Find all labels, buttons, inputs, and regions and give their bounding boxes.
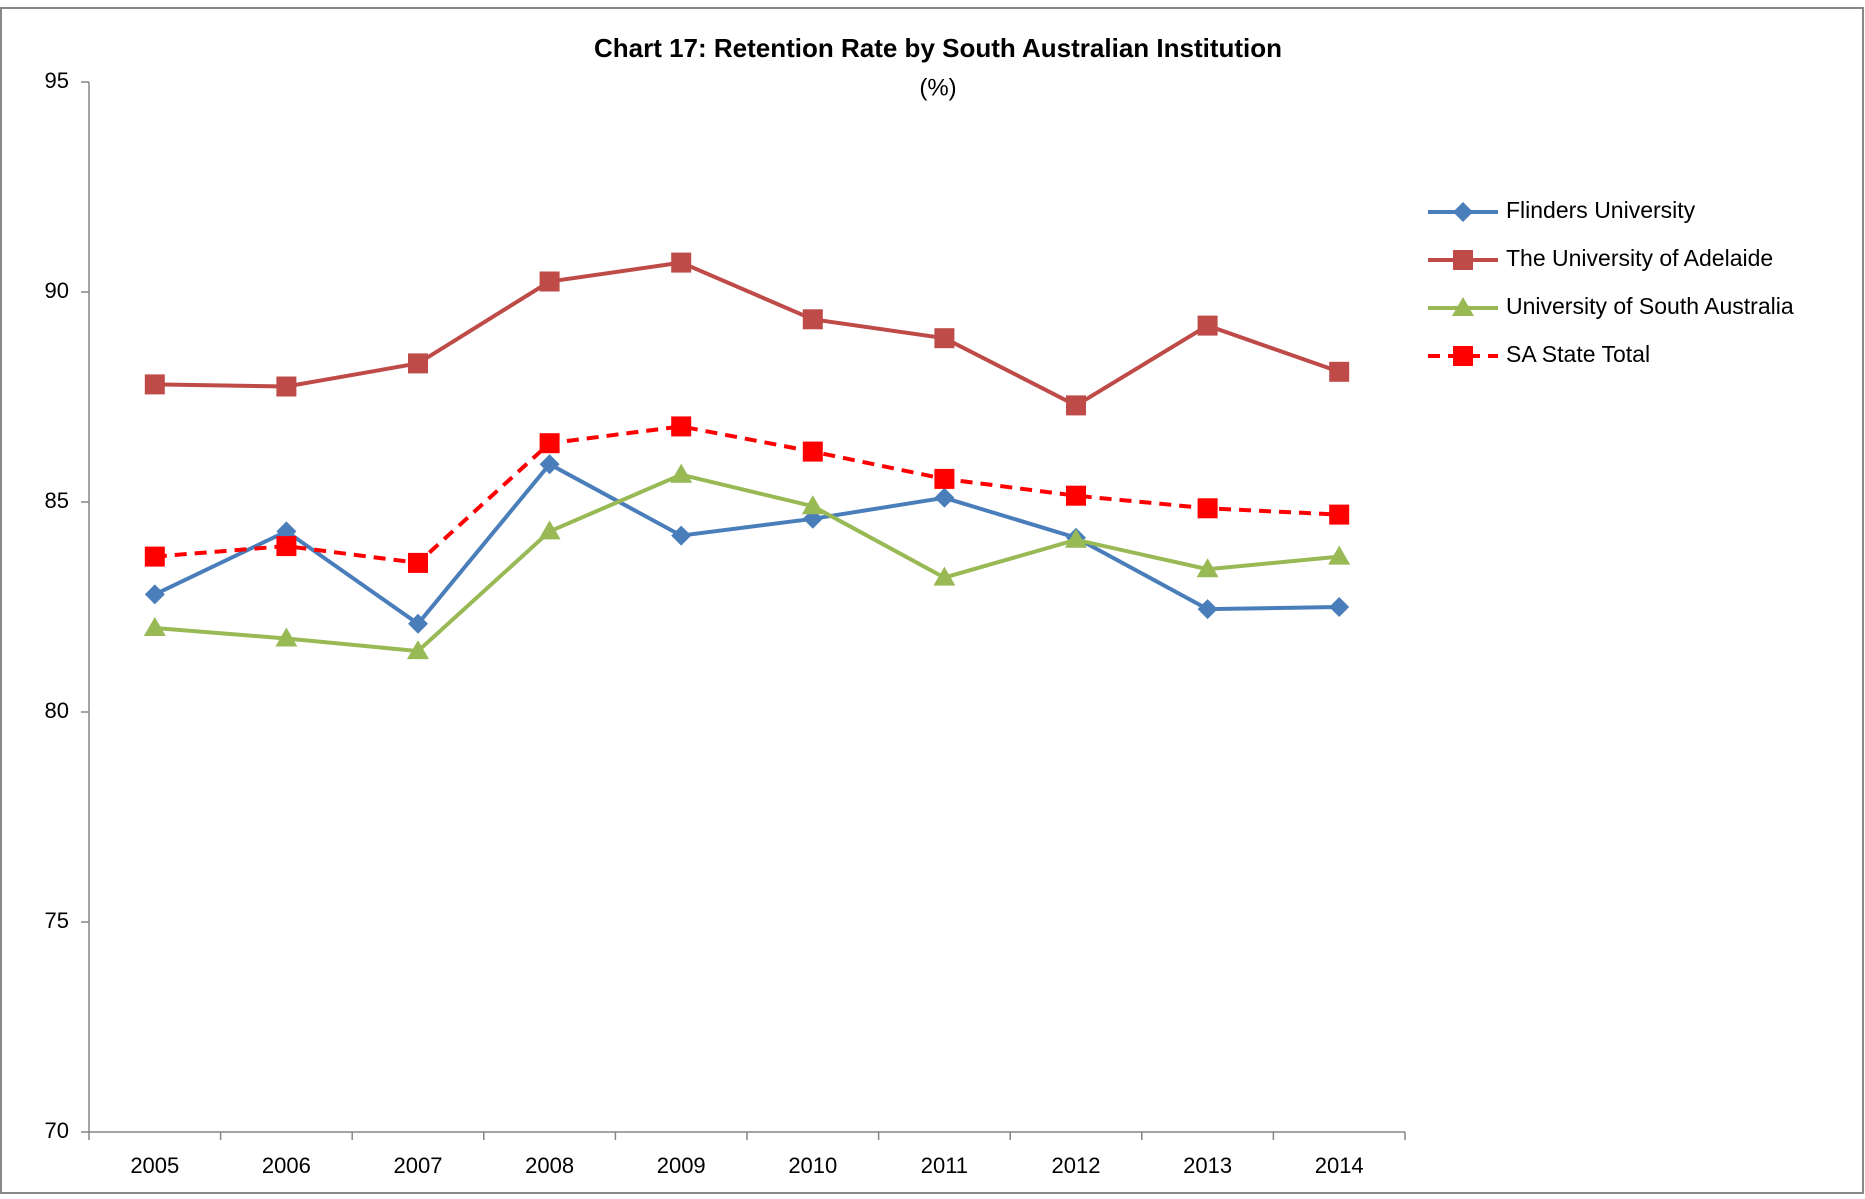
chart-subtitle: (%) — [919, 74, 956, 101]
series-line — [154, 472, 1340, 654]
x-tick-label: 2011 — [921, 1153, 968, 1178]
y-tick-label: 95 — [45, 68, 69, 93]
data-point — [276, 536, 297, 557]
legend-label: SA State Total — [1506, 341, 1650, 367]
x-tick-label: 2010 — [788, 1153, 837, 1178]
data-point — [1197, 498, 1218, 519]
data-point — [539, 454, 560, 475]
y-tick-label: 70 — [45, 1118, 69, 1143]
data-point — [1196, 558, 1219, 578]
x-tick-label: 2013 — [1183, 1153, 1232, 1178]
data-point — [933, 566, 956, 586]
data-point — [539, 433, 560, 454]
x-tick-label: 2008 — [525, 1153, 574, 1178]
data-point — [1197, 315, 1218, 336]
data-point — [1328, 545, 1351, 565]
series-line — [154, 260, 1340, 408]
data-point — [1065, 528, 1087, 548]
data-point — [801, 495, 824, 515]
legend-swatch-marker — [1452, 297, 1474, 316]
data-point — [408, 353, 428, 374]
data-point — [275, 627, 298, 647]
legend-swatch-marker — [1453, 202, 1473, 222]
data-point — [1329, 504, 1350, 525]
data-point — [143, 617, 166, 636]
data-point — [671, 416, 692, 437]
x-tick-label: 2012 — [1052, 1153, 1101, 1178]
data-point — [144, 584, 165, 605]
data-point — [934, 328, 955, 349]
y-tick-label: 90 — [45, 278, 69, 303]
data-point — [934, 468, 955, 489]
x-tick-label: 2009 — [657, 1153, 706, 1178]
data-point — [671, 252, 692, 273]
data-point — [1329, 597, 1350, 617]
chart-frame — [0, 7, 1864, 1194]
legend-label: The University of Adelaide — [1506, 245, 1773, 271]
x-tick-label: 2006 — [262, 1153, 311, 1178]
data-point — [538, 520, 561, 540]
series-line — [154, 424, 1340, 566]
data-point — [1329, 361, 1350, 382]
data-point — [802, 441, 823, 462]
y-tick-label: 75 — [45, 908, 69, 933]
data-point — [408, 552, 428, 573]
legend-label: Flinders University — [1506, 197, 1696, 223]
data-point — [1066, 485, 1086, 506]
y-tick-label: 85 — [45, 488, 69, 513]
data-point — [1066, 395, 1086, 416]
data-point — [144, 374, 165, 395]
data-point — [1197, 599, 1218, 620]
data-point — [539, 271, 560, 292]
legend-label: University of South Australia — [1506, 293, 1794, 319]
x-tick-label: 2014 — [1315, 1153, 1364, 1178]
data-point — [144, 546, 165, 567]
data-point — [802, 309, 823, 330]
chart-title: Chart 17: Retention Rate by South Austra… — [594, 33, 1282, 63]
data-point — [407, 640, 429, 660]
legend-swatch-marker — [1453, 346, 1473, 366]
legend-swatch-marker — [1453, 250, 1473, 270]
x-tick-label: 2005 — [130, 1153, 179, 1178]
y-tick-label: 80 — [45, 698, 69, 723]
data-point — [934, 487, 955, 508]
data-point — [408, 613, 428, 634]
data-point — [276, 376, 297, 397]
x-tick-label: 2007 — [394, 1153, 443, 1178]
data-point — [670, 463, 693, 483]
series-line — [153, 461, 1340, 627]
data-point — [671, 525, 692, 546]
